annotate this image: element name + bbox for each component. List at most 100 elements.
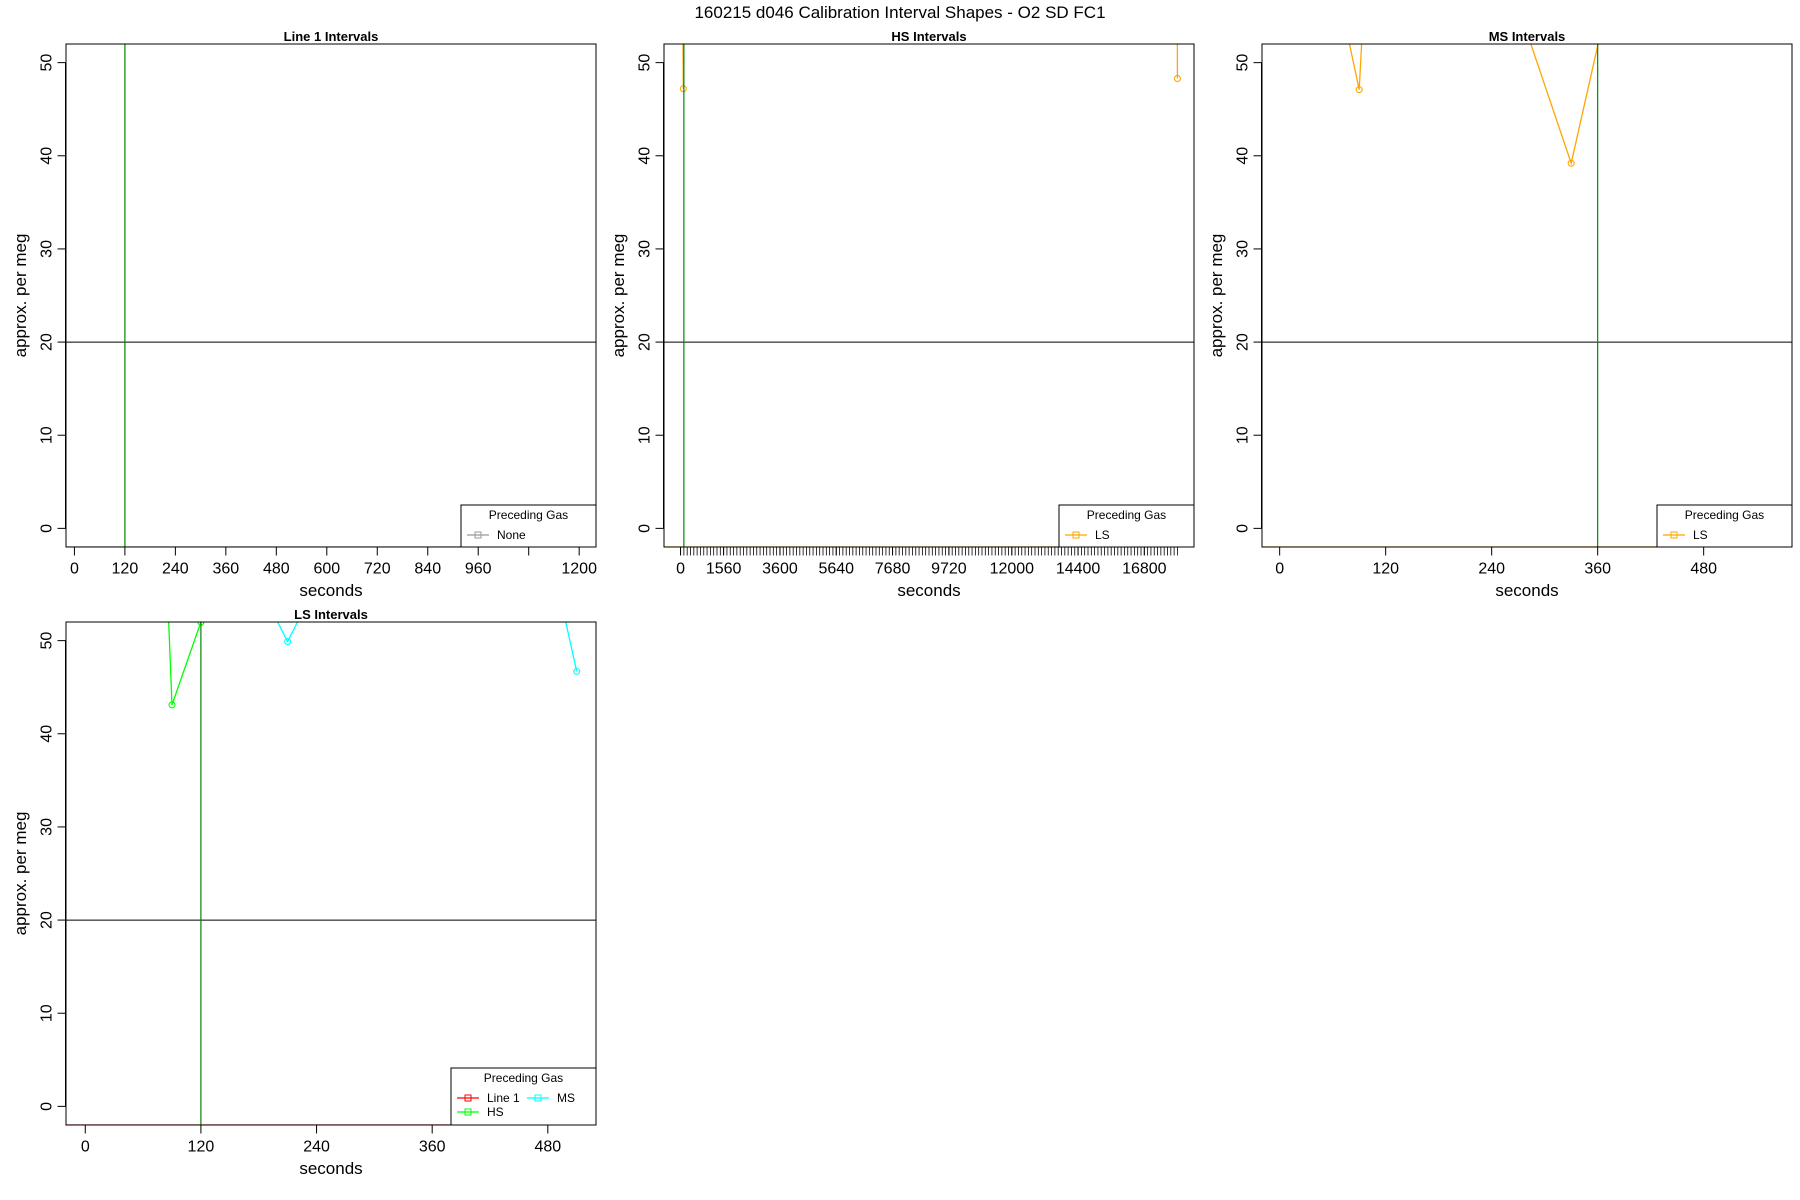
x-axis-label: seconds [1495,581,1558,600]
y-tick-label: 30 [637,240,654,258]
x-tick-label: 120 [188,1139,215,1156]
x-tick-label: 240 [1478,561,1505,578]
y-tick-label: 10 [1235,426,1252,444]
data-point [1173,74,1181,83]
x-tick-label: 240 [303,1139,330,1156]
data-point [284,638,292,646]
y-axis-label: approx. per meg [11,234,30,358]
x-tick-label: 480 [263,561,290,578]
y-axis: 0 10 20 30 40 50 approx. per meg [609,54,664,533]
x-tick-label: 960 [465,561,492,578]
plot-frame [65,621,597,1126]
x-tick-label: 0 [1275,561,1284,578]
x-tick-label: 480 [1690,561,1717,578]
legend: Preceding Gas None [460,504,597,548]
y-tick-label: 10 [39,426,56,444]
chart-panel-3: MS Intervals 0 10 20 30 40 50 approx. per meg 0 1… [1207,29,1793,600]
legend: Preceding Gas LS [1058,504,1195,548]
x-tick-label: 1200 [561,561,597,578]
y-tick-label: 40 [39,147,56,165]
y-tick-label: 10 [39,1004,56,1022]
chart-panel-1: Line 1 Intervals 0 10 20 30 40 50 approx. per m… [11,29,597,600]
x-axis-label: seconds [299,1159,362,1178]
y-tick-label: 20 [637,333,654,351]
y-tick-label: 20 [39,333,56,351]
legend-box [1058,504,1195,548]
series-line-ms [565,622,578,672]
x-tick-label: 3600 [762,561,798,578]
legend-swatch-marker [464,1108,472,1116]
legend-entry-label: LS [1095,528,1110,542]
x-tick-label: 360 [212,561,239,578]
x-tick-label: 7680 [875,561,911,578]
y-tick-label: 50 [1235,54,1252,72]
x-tick-label: 120 [1372,561,1399,578]
legend-title: Preceding Gas [1685,508,1764,522]
legend-title: Preceding Gas [484,1071,563,1085]
legend-entry-label: MS [557,1091,575,1105]
y-tick-label: 0 [1235,524,1252,533]
legend-box [1656,504,1793,548]
y-tick-label: 20 [39,911,56,929]
series-line-hs [168,622,202,706]
legend-title: Preceding Gas [489,508,568,522]
x-tick-label: 5640 [818,561,854,578]
legend-box [460,504,597,548]
plot-frame [65,43,597,548]
y-tick-label: 40 [1235,147,1252,165]
legend: Preceding Gas LS [1656,504,1793,548]
data-point [1355,86,1363,94]
y-tick-label: 10 [637,426,654,444]
x-tick-label: 16800 [1122,561,1167,578]
legend-box [450,1067,597,1126]
x-tick-label: 240 [162,561,189,578]
x-axis: 0 120 240 360 480 600 720 840 960 1200 seconds [70,547,597,600]
chart-panel-4: LS Intervals 0 10 20 30 40 50 approx. per meg 0 1… [11,607,597,1178]
y-tick-label: 50 [39,632,56,650]
legend-title: Preceding Gas [1087,508,1166,522]
x-axis: 0 1560 3600 5640 7680 9720 12000 14400 16800 seco… [676,547,1178,600]
legend-entry-label: Line 1 [487,1091,520,1105]
x-tick-label: 12000 [990,561,1035,578]
legend-swatch-marker [534,1094,542,1102]
legend-entry-label: HS [487,1105,504,1119]
x-tick-label: 360 [1584,561,1611,578]
y-tick-label: 40 [637,147,654,165]
legend-swatch-marker [1072,531,1080,539]
plot-frame [663,43,1195,548]
y-tick-label: 30 [39,240,56,258]
plot-area [1262,44,1792,547]
y-tick-label: 50 [637,54,654,72]
page-title: 160215 d046 Calibration Interval Shapes … [694,3,1105,22]
plot-area [664,44,1194,547]
chart-title: HS Intervals [891,29,966,44]
legend-swatch-marker [474,531,482,539]
legend-entry-label: LS [1693,528,1708,542]
plot-area [66,44,596,547]
x-tick-label: 360 [419,1139,446,1156]
x-axis: 0 120 240 360 480 seconds [1275,547,1717,600]
plot-frame [1261,43,1793,548]
chart-title: Line 1 Intervals [284,29,379,44]
y-tick-label: 30 [1235,240,1252,258]
y-axis: 0 10 20 30 40 50 approx. per meg [11,54,66,533]
x-tick-label: 9720 [931,561,967,578]
y-axis: 0 10 20 30 40 50 approx. per meg [11,632,66,1111]
legend-entry-label: None [497,528,526,542]
chart-panel-2: HS Intervals 0 10 20 30 40 50 approx. per meg 0 1… [609,29,1195,600]
chart-panels: Line 1 Intervals 0 10 20 30 40 50 approx. per m… [11,29,1793,1178]
series-line-ls [682,44,684,89]
data-point [168,701,176,709]
y-axis-label: approx. per meg [11,812,30,936]
y-axis: 0 10 20 30 40 50 approx. per meg [1207,54,1262,533]
legend: Preceding Gas Line 1HS MS [450,1067,597,1126]
plot-area [66,622,596,1125]
chart-title: LS Intervals [294,607,368,622]
y-axis-label: approx. per meg [609,234,628,358]
y-tick-label: 0 [39,524,56,533]
chart-title: MS Intervals [1489,29,1566,44]
legend-swatch-marker [1670,531,1678,539]
y-tick-label: 30 [39,818,56,836]
